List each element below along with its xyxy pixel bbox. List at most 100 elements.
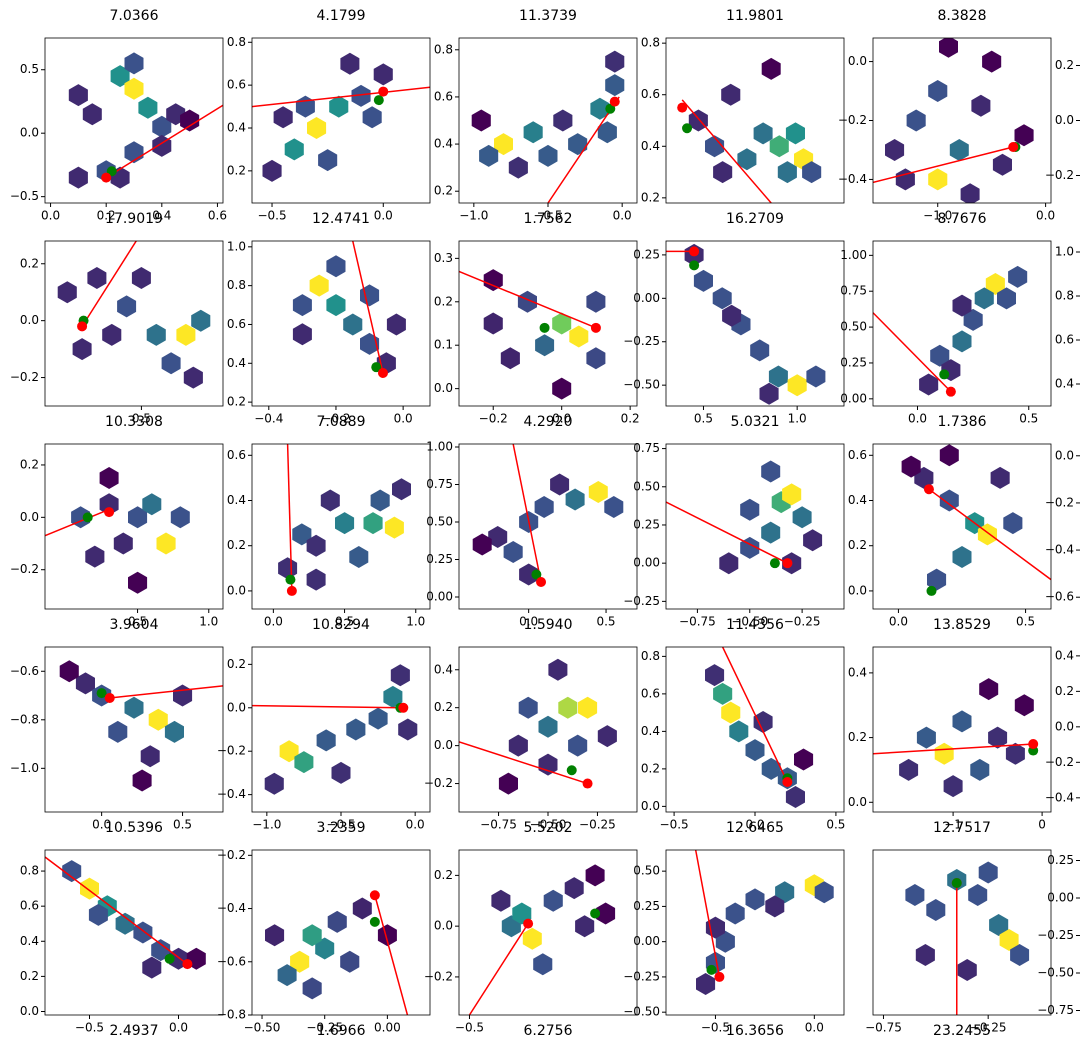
hex-cell: [183, 366, 203, 389]
y-tick-label: −0.6: [1045, 590, 1074, 604]
y-tick-label: 0.75: [633, 441, 660, 455]
x-tick-label: −0.2: [321, 412, 350, 426]
hex-cell: [952, 330, 972, 353]
axes-frame: [44, 849, 224, 1016]
hex-cell: [997, 287, 1016, 310]
y-tick-label: 0.2: [434, 700, 453, 714]
y-tick-label: −0.50: [623, 1005, 660, 1019]
hex-cell: [928, 80, 948, 102]
x-tick-label: 0.5: [1016, 615, 1035, 629]
point: [286, 585, 297, 596]
hex-cell: [930, 344, 950, 367]
point: [369, 916, 380, 927]
x-tick-label: 0.0: [613, 209, 632, 223]
hex-cell: [306, 534, 326, 557]
y-tick-label: 0.6: [641, 87, 660, 101]
hex-cell: [152, 115, 172, 138]
subplot-title: 16.2709: [726, 211, 784, 227]
hex-cell: [138, 96, 158, 119]
hex-cell: [108, 720, 128, 743]
hex-cell: [688, 109, 708, 132]
hex-cell: [320, 489, 340, 512]
x-tick-label: 0.4: [152, 209, 171, 223]
hex-cell: [318, 149, 338, 172]
point: [782, 777, 793, 787]
hex-cell: [553, 109, 573, 132]
x-tick-label: −0.25: [970, 1021, 1007, 1035]
y-tick-label: 0.4: [641, 724, 660, 738]
y-tick-label: −0.2: [424, 969, 453, 983]
hex-cell: [905, 884, 925, 906]
axes-frame: [665, 443, 845, 610]
hex-cell: [483, 269, 503, 292]
hex-cell: [327, 910, 347, 933]
y-tick-label: 0.2: [434, 294, 453, 308]
y-tick-label: 0.2: [1055, 684, 1074, 698]
y-tick-label: 0.6: [1055, 333, 1074, 347]
hex-cell: [273, 106, 293, 129]
y-tick-label: 0.00: [840, 391, 867, 405]
point: [182, 959, 193, 970]
y-tick-label: 0.2: [227, 538, 246, 552]
y-tick-label: 0.0: [20, 1004, 39, 1018]
hex-cell: [719, 552, 739, 575]
hex-cell: [740, 498, 760, 521]
y-tick-label: −0.2: [838, 113, 867, 127]
y-tick-label: −0.2: [217, 744, 246, 758]
axes-frame: [251, 37, 431, 204]
x-tick-label: 0.5: [826, 818, 845, 832]
hex-cell: [979, 678, 999, 701]
y-tick-label: −0.25: [623, 594, 660, 608]
y-tick-label: 0.6: [434, 89, 453, 103]
hex-cell: [906, 109, 926, 132]
hex-cell: [885, 139, 905, 161]
x-tick-label: −0.75: [679, 615, 716, 629]
hex-cell: [963, 308, 983, 331]
hex-cell: [191, 309, 211, 332]
y-tick-label: 0.0: [20, 510, 39, 524]
subplot-title: 11.3739: [519, 8, 577, 24]
hex-cell: [722, 304, 742, 327]
x-tick-label: −0.50: [244, 1021, 281, 1035]
hex-cell: [508, 156, 528, 179]
y-tick-label: 0.4: [227, 356, 246, 370]
point: [582, 778, 593, 789]
x-tick-label: 0.5: [596, 615, 615, 629]
hex-cell: [131, 267, 151, 289]
y-tick-label: 0.0: [848, 795, 867, 809]
y-tick-label: 0.0: [434, 919, 453, 933]
x-tick-label: 0.5: [335, 615, 354, 629]
y-tick-label: 0.2: [434, 868, 453, 882]
hex-cell: [346, 718, 366, 741]
plot-area: [252, 52, 430, 182]
fit-line: [721, 647, 789, 783]
point: [104, 692, 115, 703]
x-tick-label: −0.75: [480, 818, 517, 832]
hex-cell: [262, 159, 282, 182]
plot-area: [705, 647, 814, 808]
x-tick-label: 0.0: [169, 1021, 188, 1035]
hex-cell: [785, 786, 805, 808]
x-tick-label: 0.6: [208, 209, 227, 223]
y-tick-label: 0.6: [227, 78, 246, 92]
hex-cell: [712, 287, 732, 310]
subplot-title: 1.7562: [524, 211, 573, 227]
hex-cell: [899, 758, 919, 781]
y-tick-label: −0.2: [10, 562, 39, 576]
hex-cell: [745, 739, 765, 762]
hex-cell: [590, 97, 610, 120]
y-tick-label: −0.4: [217, 901, 246, 915]
x-tick-label: 0.0: [519, 615, 538, 629]
x-tick-label: −1: [944, 818, 962, 832]
point: [371, 362, 382, 373]
hex-cell: [483, 312, 503, 335]
hex-cell: [968, 884, 988, 906]
point: [926, 585, 937, 596]
x-tick-label: 1.0: [788, 412, 807, 426]
y-tick-label: 0.0: [1055, 719, 1074, 733]
x-tick-label: 0.0: [908, 412, 927, 426]
axes-frame: [251, 849, 431, 1016]
hex-cell: [568, 734, 588, 757]
y-tick-label: 1.00: [426, 440, 453, 454]
y-tick-label: 0.2: [227, 163, 246, 177]
